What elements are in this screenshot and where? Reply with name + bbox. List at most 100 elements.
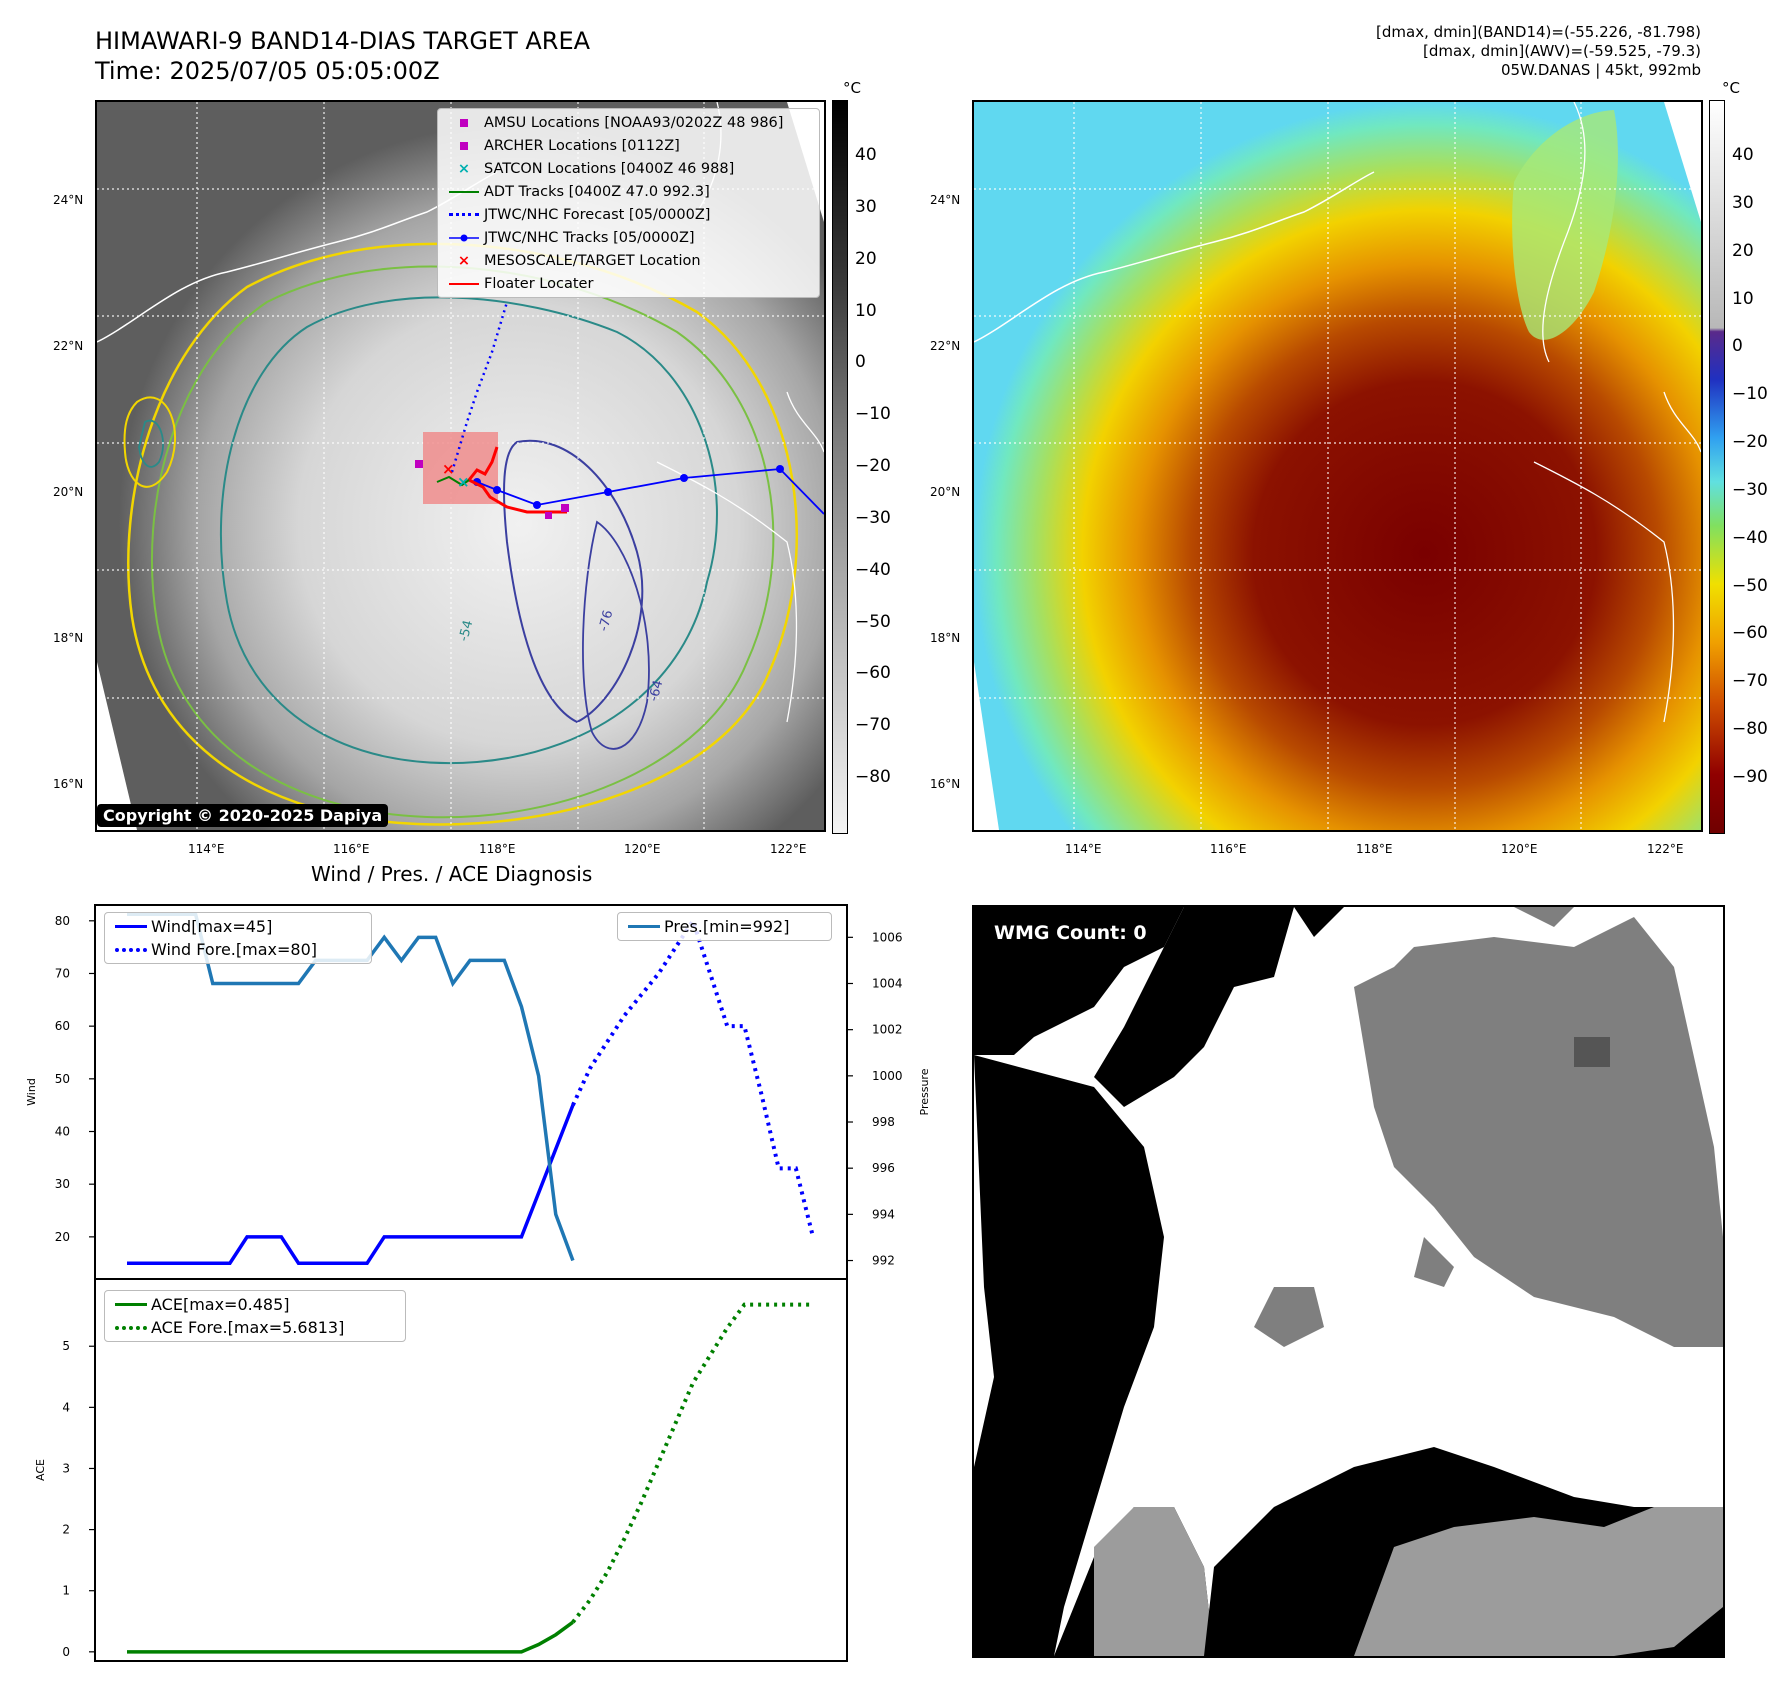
colorbar-tick: −40 (855, 559, 891, 580)
pressure-tick-label: 1006 (872, 930, 903, 944)
diagnosis-title: Wind / Pres. / ACE Diagnosis (311, 862, 593, 886)
ace-tick-label: 3 (62, 1461, 70, 1475)
archer-marker (415, 460, 423, 468)
wmg-panel: WMG Count: 0 (972, 905, 1725, 1658)
legend-adt: ADT Tracks [0400Z 47.0 992.3] (444, 180, 813, 203)
pressure-tick-label: 994 (872, 1207, 895, 1221)
lon-label: 116°E (1210, 842, 1247, 856)
lon-label: 114°E (188, 842, 225, 856)
wind-tick-label: 40 (55, 1125, 70, 1139)
colorbar-tick: −60 (855, 663, 891, 684)
lon-label: 118°E (1356, 842, 1393, 856)
wind-legend: Wind[max=45] Wind Fore.[max=80] (104, 912, 372, 964)
colorbar-tick: −70 (1732, 671, 1768, 692)
colorbar-tick: 20 (1732, 240, 1754, 261)
awv-map (972, 100, 1703, 832)
colorbar-tick: −50 (855, 611, 891, 632)
lon-label: 122°E (1647, 842, 1684, 856)
ace-tick-label: 5 (62, 1339, 70, 1353)
legend-wind-forecast: Wind Fore.[max=80] (111, 938, 365, 961)
legend-ace: ACE[max=0.485] (111, 1293, 399, 1316)
pressure-tick-label: 1002 (872, 1023, 903, 1037)
colorbar-tick: −60 (1732, 623, 1768, 644)
satcon-marker: × (457, 473, 470, 491)
colorbar-tick: 0 (855, 352, 866, 373)
pressure-tick-label: 992 (872, 1254, 895, 1268)
colorbar-tick: −80 (1732, 719, 1768, 740)
ace-plot-frame (94, 1278, 848, 1662)
lon-label: 118°E (479, 842, 516, 856)
copyright-badge: Copyright © 2020-2025 Dapiya (97, 804, 389, 827)
legend-satcon: × SATCON Locations [0400Z 46 988] (457, 160, 735, 177)
legend-target: × MESOSCALE/TARGET Location (457, 252, 701, 269)
lat-label: 22°N (930, 339, 961, 353)
ace-tick-label: 4 (62, 1400, 70, 1414)
pressure-tick-label: 996 (872, 1161, 895, 1175)
amsu-marker (561, 504, 569, 512)
wind-tick-label: 70 (55, 966, 70, 980)
info-storm: 05W.DANAS | 45kt, 992mb (1500, 61, 1701, 79)
colorbar-tick: −90 (1732, 767, 1768, 787)
wind-tick-label: 50 (55, 1072, 70, 1086)
colorbar-tick: −20 (855, 456, 891, 476)
contour-label-54: -54 (456, 619, 476, 643)
colorbar-tick: 40 (855, 145, 877, 165)
adt-track (436, 475, 470, 487)
right-colorbar (1709, 100, 1725, 834)
wind-axis-label: Wind (25, 1078, 38, 1106)
ace-forecast-line (571, 1302, 813, 1624)
legend-amsu: AMSU Locations [NOAA93/0202Z 48 986] (444, 111, 813, 134)
lat-label: 16°N (930, 777, 961, 791)
map-time: Time: 2025/07/05 05:05:00Z (95, 57, 440, 85)
info-band14: [dmax, dmin](BAND14)=(-55.226, -81.798) (1376, 23, 1701, 41)
legend-archer: ARCHER Locations [0112Z] (444, 134, 813, 157)
awv-map-canvas (974, 102, 1701, 830)
lat-label: 16°N (53, 777, 84, 791)
lat-label: 18°N (930, 631, 961, 645)
wind-plot-frame (94, 904, 848, 1280)
legend-ace-forecast: ACE Fore.[max=5.6813] (111, 1316, 399, 1339)
legend-pressure: Pres.[min=992] (624, 915, 825, 938)
map-title: HIMAWARI-9 BAND14-DIAS TARGET AREA (95, 27, 591, 55)
lat-label: 20°N (53, 485, 84, 499)
band14-map: -54 -64 -76 × × AMSU Locations [NOAA93/0… (95, 100, 826, 832)
pressure-tick-label: 1004 (872, 976, 903, 990)
colorbar-tick: 30 (855, 196, 877, 217)
info-block: [dmax, dmin](BAND14)=(-55.226, -81.798) … (1376, 23, 1701, 80)
amsu-marker (545, 512, 552, 519)
legend-wind: Wind[max=45] (111, 915, 365, 938)
lon-label: 116°E (333, 842, 370, 856)
pressure-line (127, 912, 575, 1262)
wmg-canvas (974, 907, 1723, 1656)
wind-tick-label: 20 (55, 1230, 70, 1244)
lon-label: 114°E (1065, 842, 1102, 856)
wind-line (127, 1104, 575, 1265)
colorbar-tick: −80 (855, 767, 891, 787)
pressure-legend: Pres.[min=992] (617, 912, 832, 941)
colorbar-tick: 40 (1732, 145, 1754, 165)
left-colorbar (832, 100, 848, 834)
lat-label: 24°N (930, 193, 961, 207)
right-colorbar-unit: °C (1722, 79, 1740, 97)
lon-label: 122°E (770, 842, 807, 856)
colorbar-tick: −50 (1732, 575, 1768, 596)
ace-axis-label: ACE (34, 1459, 47, 1481)
pressure-axis-label: Pressure (918, 1068, 930, 1115)
colorbar-tick: 20 (855, 248, 877, 269)
colorbar-tick: 0 (1732, 336, 1743, 357)
legend-floater: Floater Locater (444, 272, 813, 295)
legend-jtwc-tracks: JTWC/NHC Tracks [05/0000Z] (444, 226, 813, 249)
pressure-tick-label: 998 (872, 1115, 895, 1129)
colorbar-tick: 30 (1732, 192, 1754, 213)
wmg-count-badge: WMG Count: 0 (986, 919, 1155, 947)
lat-label: 18°N (53, 631, 84, 645)
wind-tick-label: 80 (55, 914, 70, 928)
ace-line (127, 1620, 574, 1654)
colorbar-tick: 10 (855, 300, 877, 321)
floater-track (466, 446, 567, 514)
info-awv: [dmax, dmin](AWV)=(-59.525, -79.3) (1422, 42, 1701, 60)
colorbar-tick: 10 (1732, 288, 1754, 309)
left-colorbar-unit: °C (843, 79, 861, 97)
target-marker: × (442, 460, 455, 478)
